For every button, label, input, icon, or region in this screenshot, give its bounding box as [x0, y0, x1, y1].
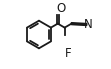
Text: O: O	[56, 2, 65, 15]
Text: N: N	[84, 18, 93, 31]
Text: F: F	[65, 47, 72, 60]
